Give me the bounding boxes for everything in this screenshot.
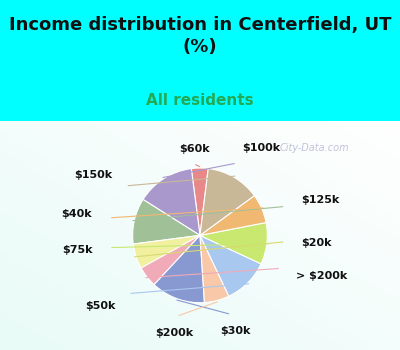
Wedge shape [200, 169, 254, 235]
Text: $20k: $20k [301, 238, 332, 248]
Wedge shape [141, 235, 200, 285]
Text: $60k: $60k [179, 144, 210, 154]
Wedge shape [143, 169, 200, 235]
Wedge shape [154, 235, 204, 303]
Text: $150k: $150k [74, 170, 112, 180]
Text: $100k: $100k [242, 143, 280, 153]
Text: $40k: $40k [62, 209, 92, 219]
Wedge shape [200, 223, 267, 264]
Wedge shape [200, 235, 261, 296]
Wedge shape [191, 168, 208, 235]
Wedge shape [200, 196, 266, 235]
Text: All residents: All residents [146, 93, 254, 108]
Wedge shape [133, 199, 200, 244]
Text: $50k: $50k [86, 301, 116, 311]
Wedge shape [200, 235, 229, 303]
Wedge shape [133, 235, 200, 268]
Text: $200k: $200k [155, 328, 194, 338]
Text: Income distribution in Centerfield, UT
(%): Income distribution in Centerfield, UT (… [9, 16, 391, 56]
Text: City-Data.com: City-Data.com [280, 143, 350, 153]
Text: $30k: $30k [220, 326, 250, 336]
Text: $125k: $125k [301, 195, 339, 205]
Text: > $200k: > $200k [296, 271, 347, 281]
Text: $75k: $75k [62, 245, 92, 255]
